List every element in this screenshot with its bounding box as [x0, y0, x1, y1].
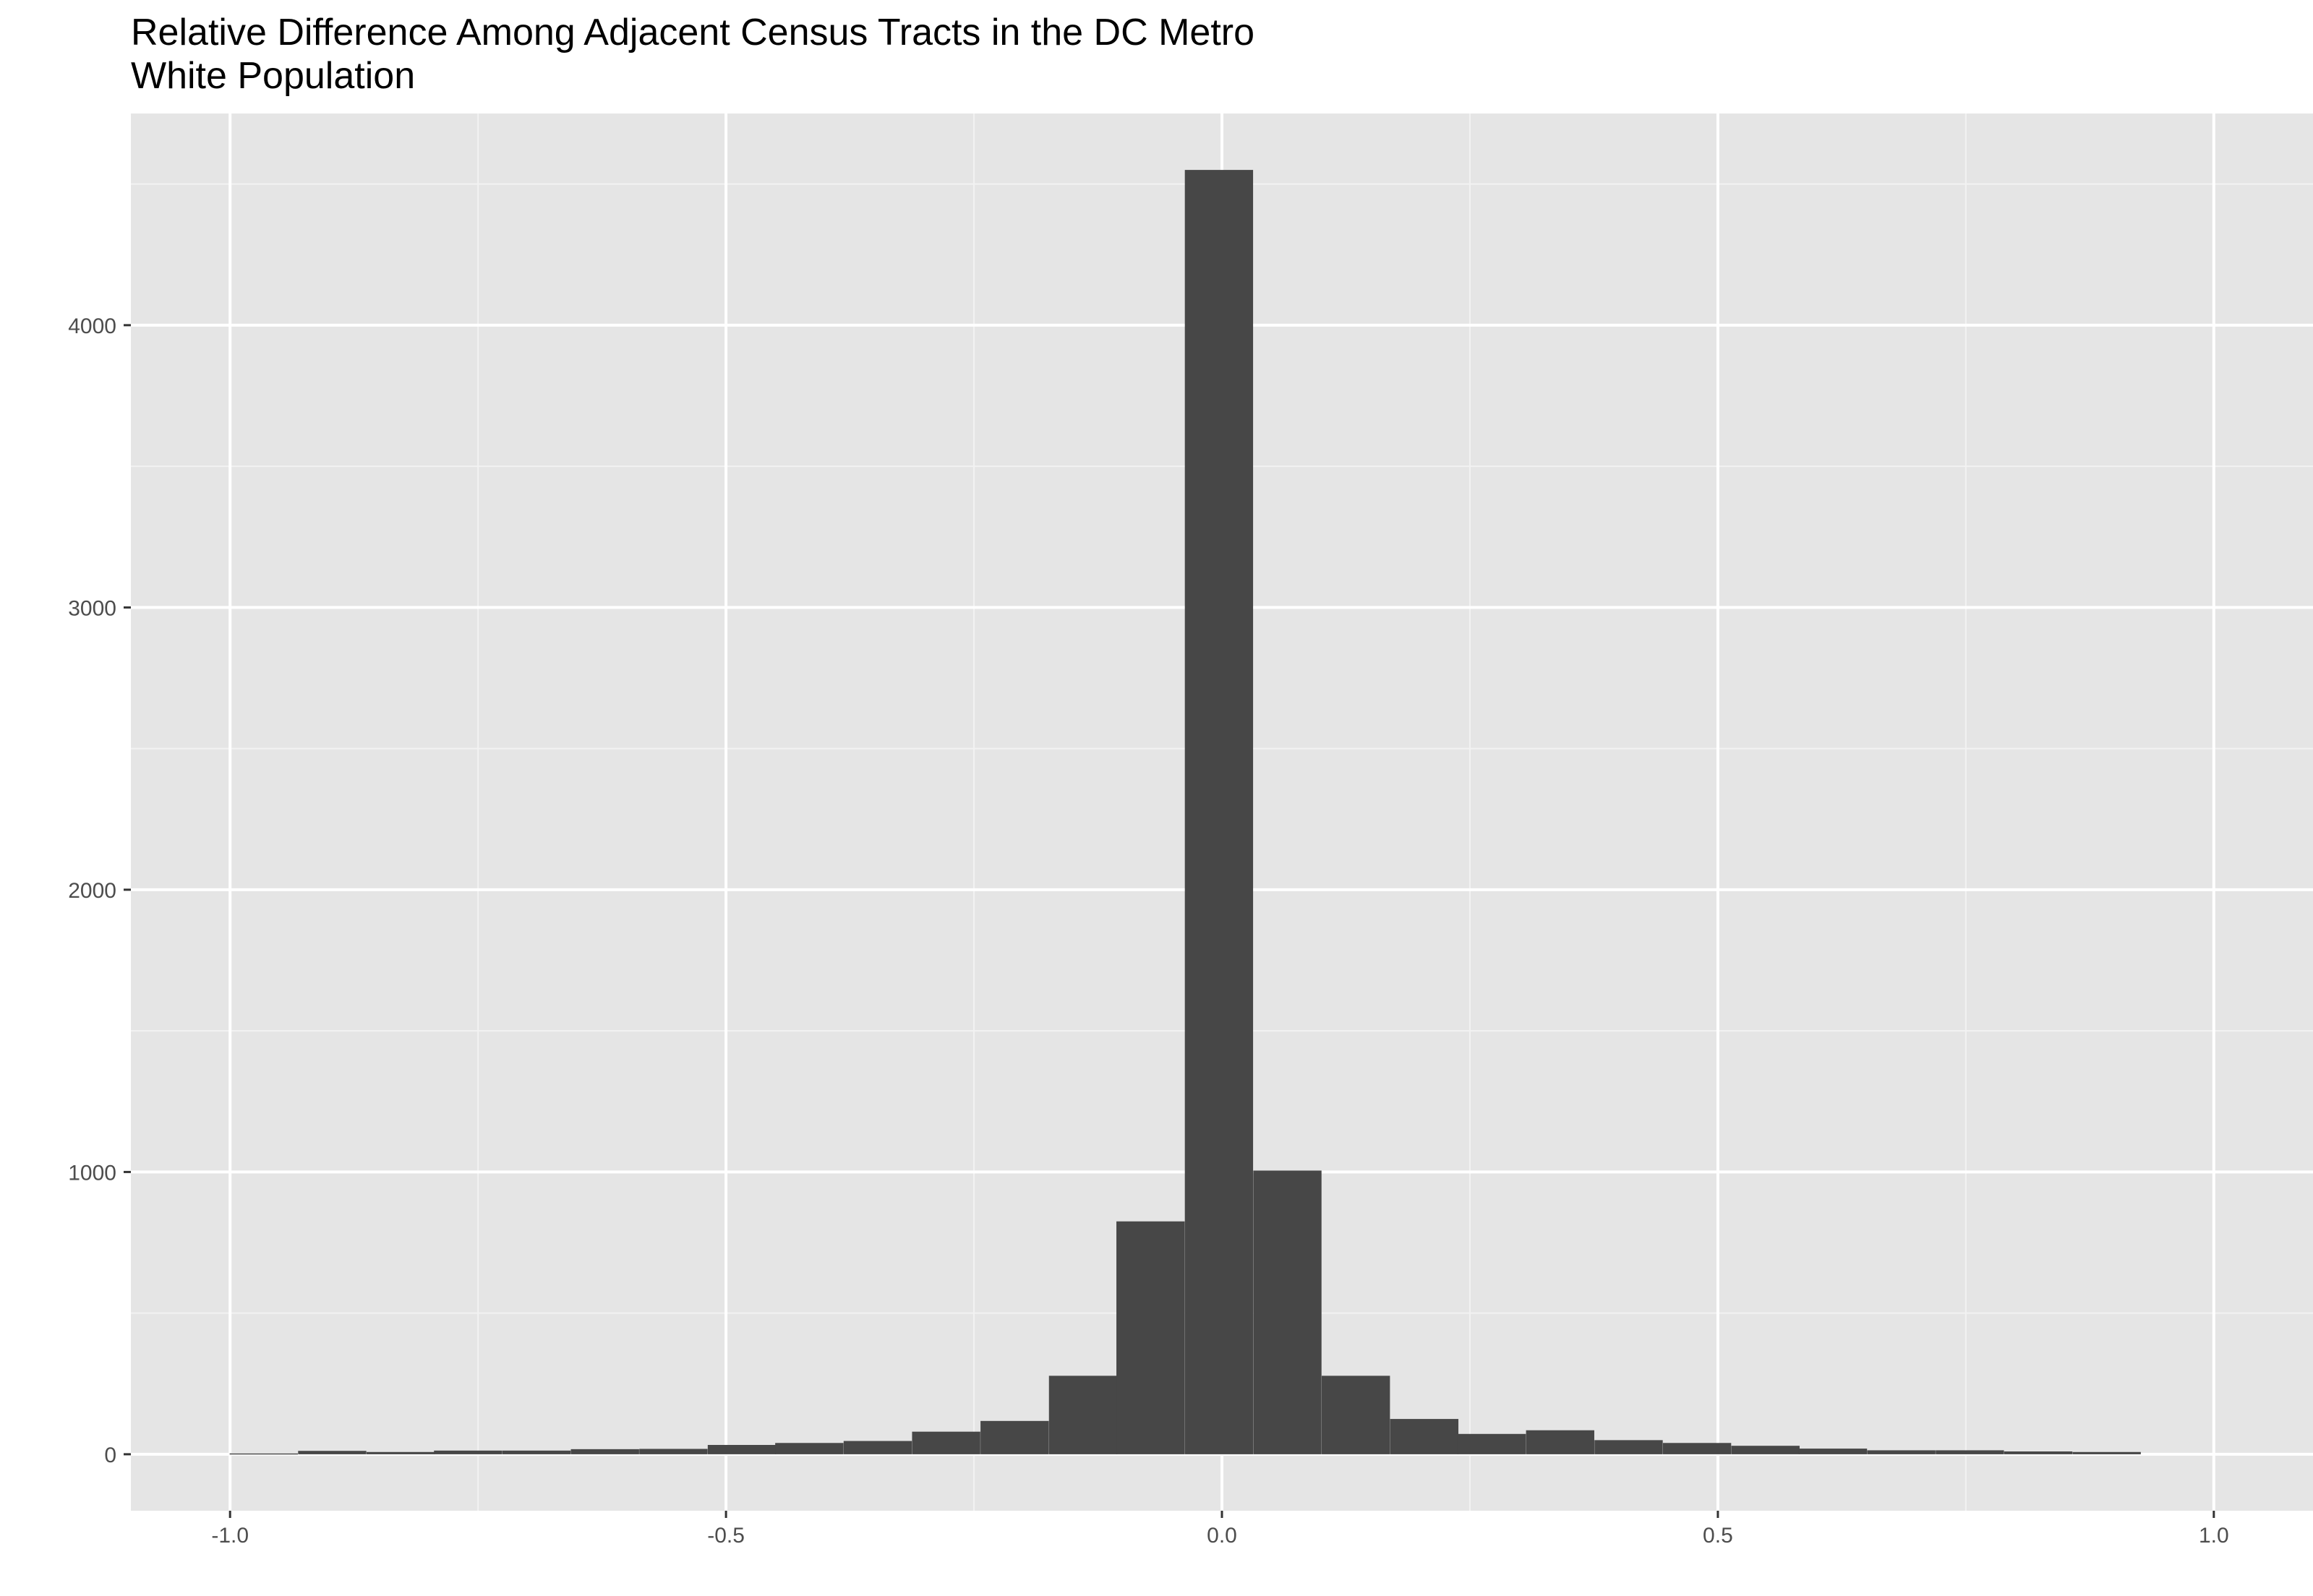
histogram-bar [366, 1451, 435, 1454]
histogram-bar [1322, 1376, 1390, 1454]
histogram-bar [1594, 1440, 1663, 1454]
x-tick-label: 1.0 [2199, 1524, 2229, 1548]
histogram-bar [570, 1449, 639, 1454]
histogram-bar [1526, 1430, 1594, 1454]
histogram-bar [639, 1449, 708, 1454]
chart-subtitle: White Population [131, 55, 415, 97]
histogram-bar [912, 1431, 980, 1454]
histogram-bar [1253, 1170, 1322, 1454]
histogram-bar [298, 1451, 367, 1454]
histogram-bar [707, 1445, 777, 1454]
histogram-bar [1662, 1443, 1732, 1454]
histogram-bar [1048, 1376, 1118, 1454]
histogram-bar [843, 1441, 912, 1454]
histogram-bar [1390, 1419, 1459, 1454]
histogram-bar [2072, 1451, 2141, 1454]
histogram-bar [1116, 1221, 1185, 1454]
x-tick-label: 0.5 [1703, 1524, 1733, 1548]
histogram-bar [980, 1420, 1049, 1454]
y-axis: 0 1000 2000 3000 4000 [68, 314, 131, 1467]
histogram-bar [775, 1443, 844, 1454]
histogram-bar [2004, 1451, 2073, 1454]
histogram-bar [229, 1453, 299, 1455]
y-tick-label: 0 [104, 1443, 116, 1467]
x-tick-label: 0.0 [1207, 1524, 1237, 1548]
x-tick-label: -0.5 [707, 1524, 745, 1548]
y-tick-label: 3000 [68, 596, 116, 620]
histogram-bar [502, 1450, 571, 1454]
histogram-bar [1731, 1446, 1800, 1454]
histogram-bars [229, 170, 2141, 1455]
chart-title: Relative Difference Among Adjacent Censu… [131, 12, 1254, 53]
histogram-bar [1457, 1433, 1526, 1454]
histogram-bar [1184, 170, 1254, 1454]
y-tick-label: 2000 [68, 879, 116, 903]
histogram-bar [434, 1450, 503, 1454]
histogram-bar [1867, 1450, 1936, 1454]
histogram-bar [1936, 1450, 2004, 1454]
y-tick-label: 1000 [68, 1161, 116, 1185]
histogram-bar [1798, 1449, 1868, 1454]
y-tick-label: 4000 [68, 314, 116, 338]
x-axis: -1.0 -0.5 0.0 0.5 1.0 [211, 1511, 2229, 1548]
x-tick-label: -1.0 [211, 1524, 249, 1548]
